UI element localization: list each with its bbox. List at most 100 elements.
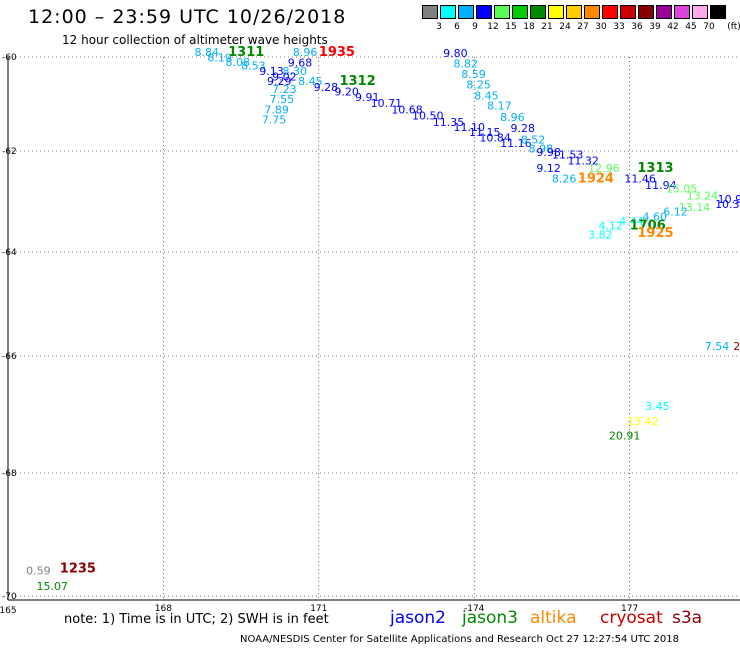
legend-swatch — [710, 5, 726, 19]
wave-height-value: 11.35 — [433, 116, 465, 129]
wave-height-value: 13.24 — [687, 189, 719, 202]
satellite-altika: altika — [530, 608, 577, 628]
wave-height-value: 11.46 — [624, 172, 656, 185]
legend-swatch — [584, 5, 600, 19]
wave-height-value: 11.32 — [567, 155, 599, 168]
wave-height-value: 20 — [733, 340, 740, 353]
wave-height-value: 9.80 — [443, 47, 468, 60]
wave-height-value: 9.02 — [272, 71, 297, 84]
wave-height-value: 11.94 — [645, 179, 677, 192]
wave-height-value: 20.91 — [609, 430, 641, 443]
wave-height-value: 11.10 — [453, 121, 485, 134]
wave-height-value: 7.89 — [264, 103, 289, 116]
wave-height-value: 13.42 — [627, 415, 659, 428]
wave-height-value: 8.26 — [552, 172, 577, 185]
satellite-s3a: s3a — [672, 608, 703, 628]
wave-height-value: 10.37 — [715, 198, 740, 211]
color-legend: 3 6 9 12 15 18 21 24 27 30 33 36 39 42 45 70 (ft) — [422, 5, 740, 39]
satellite-cryosat: cryosat — [600, 608, 663, 628]
wave-height-value: 7.55 — [270, 93, 295, 106]
pass-time-label: 1924 — [578, 171, 614, 186]
pass-time-label: 1312 — [340, 74, 376, 89]
wave-height-value: 11.53 — [552, 149, 584, 162]
wave-height-value: 3.82 — [588, 228, 613, 241]
lon-tick-label: 168 — [155, 604, 172, 614]
pass-time-label: 1311 — [228, 45, 264, 60]
legend-swatch — [476, 5, 492, 19]
wave-height-value: 8.45 — [298, 75, 323, 88]
wave-height-value: 6.12 — [663, 206, 688, 219]
wave-height-value: 10.84 — [479, 132, 511, 145]
lat-tick-label: -70 — [2, 592, 17, 602]
legend-label: 9 — [472, 22, 478, 32]
legend-label: 33 — [613, 22, 625, 32]
legend-label: 6 — [454, 22, 460, 32]
legend-swatch — [620, 5, 636, 19]
chart-title: 12:00 – 23:59 UTC 10/26/2018 — [28, 6, 347, 28]
wave-height-value: 8.45 — [474, 89, 499, 102]
wave-height-value: 10.68 — [391, 103, 423, 116]
legend-swatch — [692, 5, 708, 19]
legend-swatch — [422, 5, 438, 19]
satellite-jason2: jason2 — [390, 608, 446, 628]
wave-height-value: 8.98 — [529, 143, 554, 156]
wave-height-value: 9.68 — [288, 56, 313, 69]
lon-tick-label: -174 — [464, 604, 485, 614]
wave-height-value: 9.13 — [259, 65, 284, 78]
wave-height-value: 9.29 — [267, 75, 292, 88]
wave-height-value: 4.12 — [599, 219, 624, 232]
legend-swatch — [530, 5, 546, 19]
wave-height-value: 10.71 — [371, 97, 403, 110]
footer-note: note: 1) Time is in UTC; 2) SWH is in fe… — [64, 612, 329, 627]
wave-height-value: 7.23 — [272, 83, 297, 96]
wave-height-value: 8.96 — [293, 46, 318, 59]
credit-line: NOAA/NESDIS Center for Satellite Applica… — [240, 634, 679, 645]
legend-label: 18 — [523, 22, 535, 32]
legend-label: 15 — [505, 22, 517, 32]
wave-height-value: 9.12 — [536, 162, 561, 175]
wave-height-value: 7.54 — [705, 340, 730, 353]
legend-swatch — [548, 5, 564, 19]
legend-unit: (ft) — [727, 22, 740, 32]
wave-height-value: 8.84 — [194, 46, 219, 59]
wave-height-value: 9.98 — [536, 146, 561, 159]
wave-height-value: 8.59 — [461, 68, 486, 81]
chart-subtitle: 12 hour collection of altimeter wave hei… — [62, 33, 328, 47]
legend-swatch — [656, 5, 672, 19]
wave-height-value: 10.50 — [412, 110, 444, 123]
pass-time-label: 1706 — [630, 218, 666, 233]
wave-height-value: 9.20 — [334, 86, 359, 99]
wave-height-value: 13.14 — [679, 201, 711, 214]
legend-label: 45 — [685, 22, 697, 32]
legend-label: 36 — [631, 22, 643, 32]
lat-tick-label: -66 — [2, 352, 17, 362]
wave-height-value: 9.91 — [355, 91, 380, 104]
wave-height-value: 11.16 — [500, 137, 531, 150]
wave-height-value: 8.17 — [487, 100, 512, 113]
wave-height-value: 8.25 — [466, 78, 491, 91]
wave-height-value: 8.08 — [226, 56, 251, 69]
legend-swatch — [674, 5, 690, 19]
wave-height-value: 12.96 — [588, 162, 620, 175]
legend-label: 12 — [487, 22, 499, 32]
legend-label: 21 — [541, 22, 553, 32]
wave-height-value: 15.07 — [36, 580, 68, 593]
legend-swatch — [602, 5, 618, 19]
legend-swatch — [458, 5, 474, 19]
legend-label: 30 — [595, 22, 607, 32]
legend-swatch — [440, 5, 456, 19]
wave-height-value: 8.53 — [241, 60, 266, 73]
wave-height-value: 7.75 — [262, 114, 287, 127]
wave-height-value: 9.28 — [510, 122, 534, 135]
legend-swatch — [638, 5, 654, 19]
wave-height-value: 15.05 — [666, 182, 698, 195]
legend-swatch — [512, 5, 528, 19]
lon-tick-label: 165 — [0, 606, 17, 616]
wave-height-value: 8.96 — [500, 111, 524, 124]
legend-label: 42 — [667, 22, 679, 32]
wave-height-value: 9.28 — [314, 81, 339, 94]
lat-tick-label: -64 — [2, 248, 17, 258]
lat-tick-label: -60 — [2, 53, 17, 63]
lon-tick-label: 171 — [310, 604, 327, 614]
